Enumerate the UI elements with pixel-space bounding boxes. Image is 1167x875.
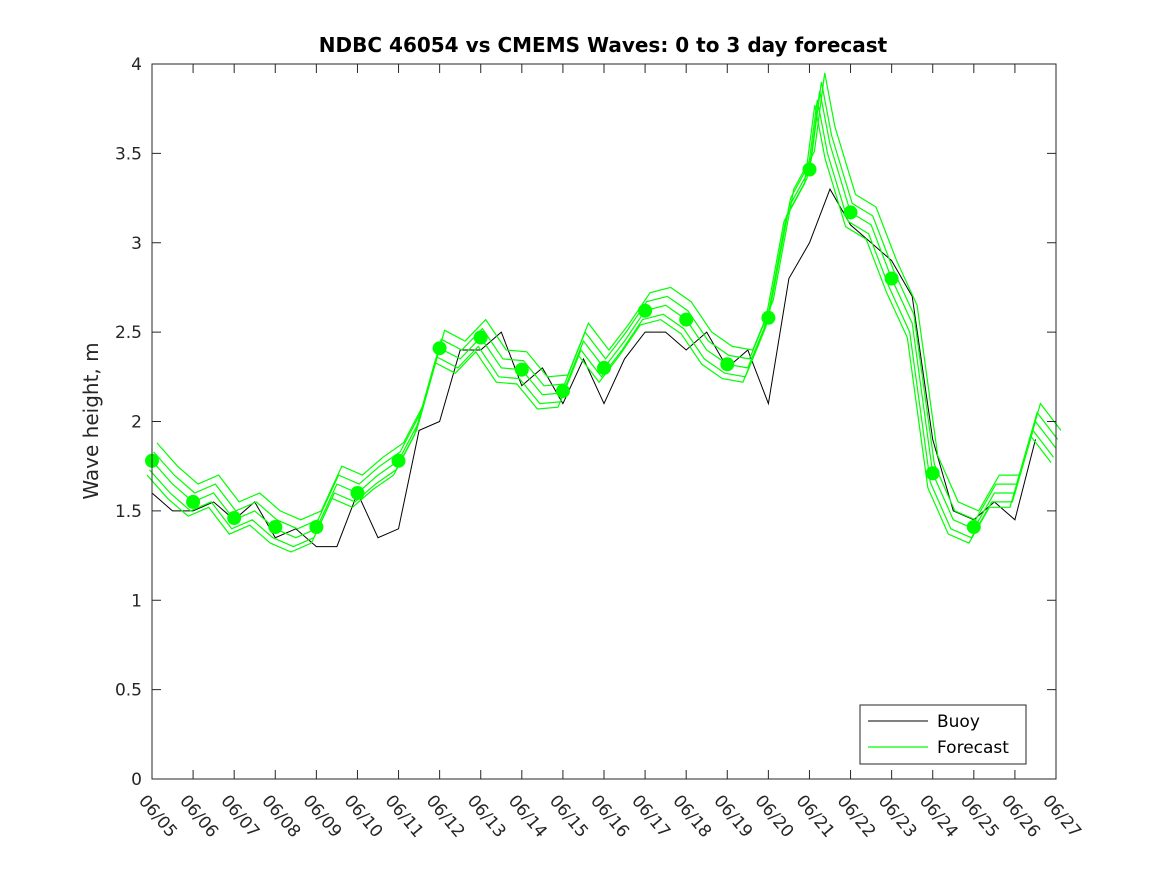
forecast-series-line-2	[153, 81, 1059, 530]
y-tick-label: 3.5	[115, 144, 142, 164]
forecast-marker	[514, 362, 529, 377]
forecast-marker	[268, 520, 283, 534]
legend: Buoy Forecast	[859, 704, 1027, 765]
x-tick-label: 06/24	[915, 791, 962, 841]
forecast-marker	[802, 162, 817, 177]
forecast-marker	[391, 453, 406, 468]
legend-buoy-label: Buoy	[937, 712, 980, 732]
y-tick-label: 0.5	[115, 681, 142, 701]
x-tick-label: 06/08	[257, 791, 304, 841]
forecast-series-line-3	[149, 99, 1054, 548]
x-tick-label: 06/27	[1038, 791, 1085, 841]
forecast-marker	[638, 303, 653, 318]
forecast-marker	[473, 330, 488, 345]
x-tick-label: 06/21	[792, 791, 839, 841]
forecast-marker	[843, 205, 858, 220]
forecast-marker	[925, 466, 940, 481]
x-tick-label: 06/26	[997, 791, 1044, 841]
x-tick-label: 06/06	[175, 791, 222, 841]
y-tick-label: 1	[131, 591, 142, 611]
plot-background	[152, 64, 1056, 779]
forecast-marker	[186, 494, 201, 509]
forecast-series-line-1	[151, 90, 1057, 539]
y-tick-label: 1.5	[115, 502, 142, 522]
x-tick-label: 06/16	[586, 791, 633, 841]
x-tick-label: 06/18	[668, 791, 715, 841]
x-tick-label: 06/11	[381, 791, 428, 841]
forecast-marker	[432, 341, 447, 356]
x-tick-label: 06/14	[504, 791, 551, 841]
forecast-marker	[966, 520, 981, 534]
forecast-marker	[720, 357, 735, 372]
x-tick-label: 06/12	[422, 791, 469, 841]
x-tick-label: 06/05	[134, 791, 181, 841]
plot-area	[145, 64, 1062, 779]
y-tick-label: 3	[131, 234, 142, 254]
forecast-marker	[309, 520, 324, 534]
forecast-marker	[884, 271, 899, 286]
x-tick-label: 06/19	[709, 791, 756, 841]
y-tick-label: 2.5	[115, 323, 142, 343]
legend-forecast-label: Forecast	[937, 738, 1009, 758]
forecast-marker	[679, 312, 694, 327]
forecast-marker	[350, 486, 365, 500]
forecast-series-line-4	[156, 72, 1062, 521]
forecast-marker	[761, 310, 776, 325]
forecast-marker	[227, 511, 242, 525]
forecast-marker	[597, 360, 611, 375]
x-tick-label: 06/07	[216, 791, 263, 841]
y-tick-label: 2	[131, 413, 142, 433]
x-tick-label: 06/23	[874, 791, 921, 841]
legend-box	[859, 704, 1027, 765]
chart-title: NDBC 46054 vs CMEMS Waves: 0 to 3 day fo…	[319, 33, 888, 57]
y-tick-label: 4	[131, 55, 142, 75]
y-tick-label: 0	[131, 770, 142, 790]
x-tick-label: 06/15	[545, 791, 592, 841]
x-tick-label: 06/17	[627, 791, 674, 841]
x-tick-label: 06/25	[956, 791, 1003, 841]
y-axis-label: Wave height, m	[79, 342, 103, 499]
forecast-marker	[555, 384, 570, 399]
x-tick-label: 06/22	[833, 791, 880, 841]
x-tick-label: 06/20	[751, 791, 798, 841]
x-tick-label: 06/10	[340, 791, 387, 841]
x-tick-label: 06/13	[463, 791, 510, 841]
x-tick-label: 06/09	[299, 791, 346, 841]
